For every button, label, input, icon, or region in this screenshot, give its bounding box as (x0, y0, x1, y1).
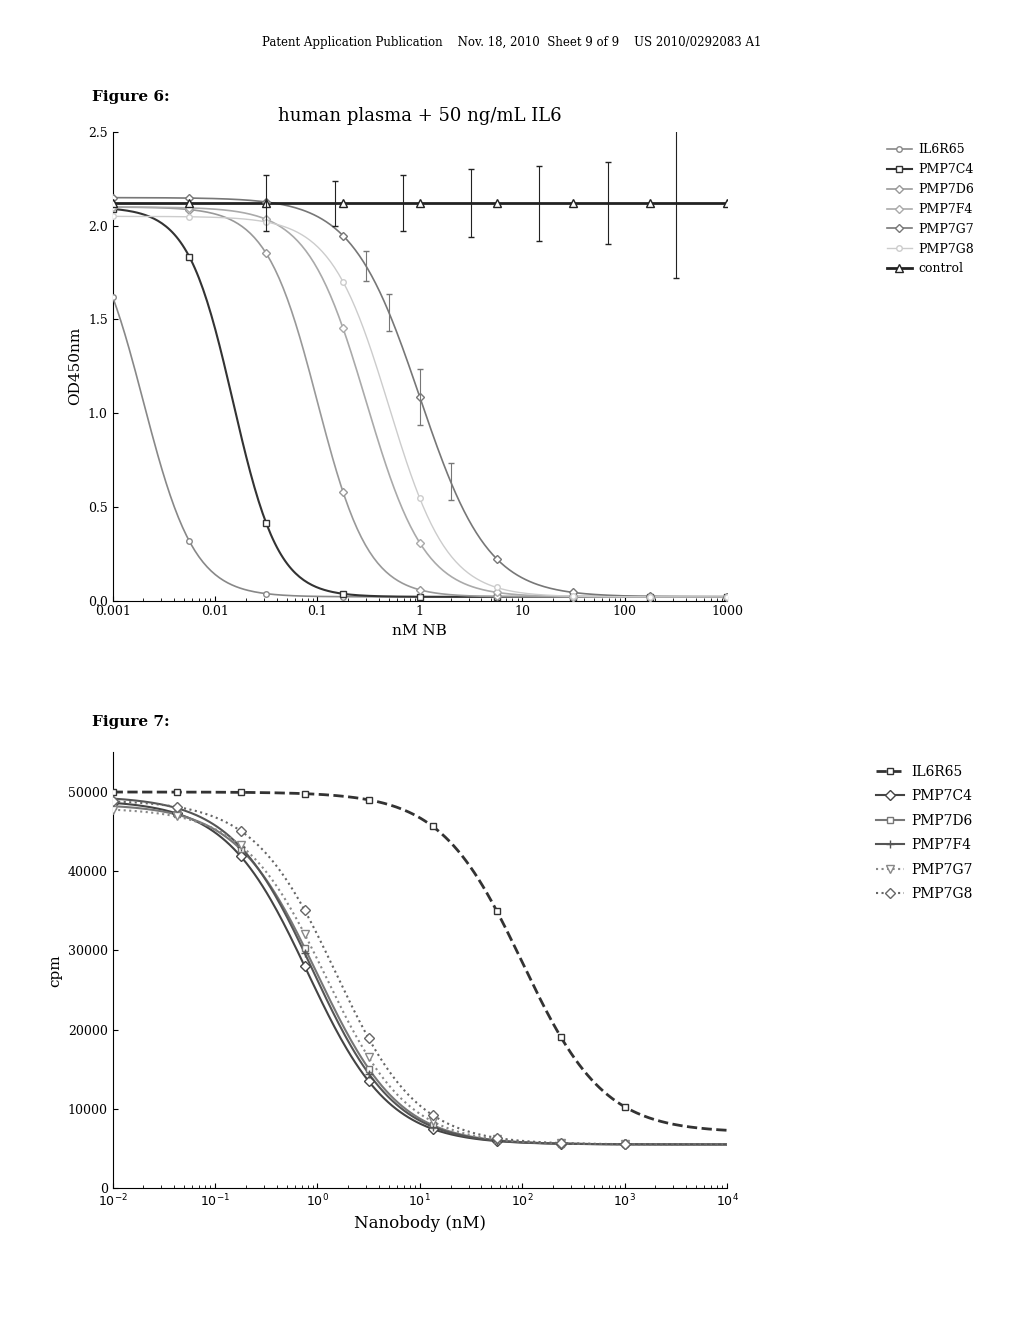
Title: human plasma + 50 ng/mL IL6: human plasma + 50 ng/mL IL6 (279, 107, 561, 125)
Y-axis label: OD450nm: OD450nm (69, 327, 82, 405)
Text: Figure 7:: Figure 7: (92, 715, 170, 730)
Text: Patent Application Publication    Nov. 18, 2010  Sheet 9 of 9    US 2010/0292083: Patent Application Publication Nov. 18, … (262, 36, 762, 49)
Legend: IL6R65, PMP7C4, PMP7D6, PMP7F4, PMP7G7, PMP7G8, control: IL6R65, PMP7C4, PMP7D6, PMP7F4, PMP7G7, … (882, 139, 979, 281)
Y-axis label: cpm: cpm (48, 954, 62, 986)
Legend: IL6R65, PMP7C4, PMP7D6, PMP7F4, PMP7G7, PMP7G8: IL6R65, PMP7C4, PMP7D6, PMP7F4, PMP7G7, … (870, 759, 978, 907)
X-axis label: nM NB: nM NB (392, 624, 447, 638)
X-axis label: Nanobody (nM): Nanobody (nM) (354, 1214, 485, 1232)
Text: Figure 6:: Figure 6: (92, 90, 170, 104)
